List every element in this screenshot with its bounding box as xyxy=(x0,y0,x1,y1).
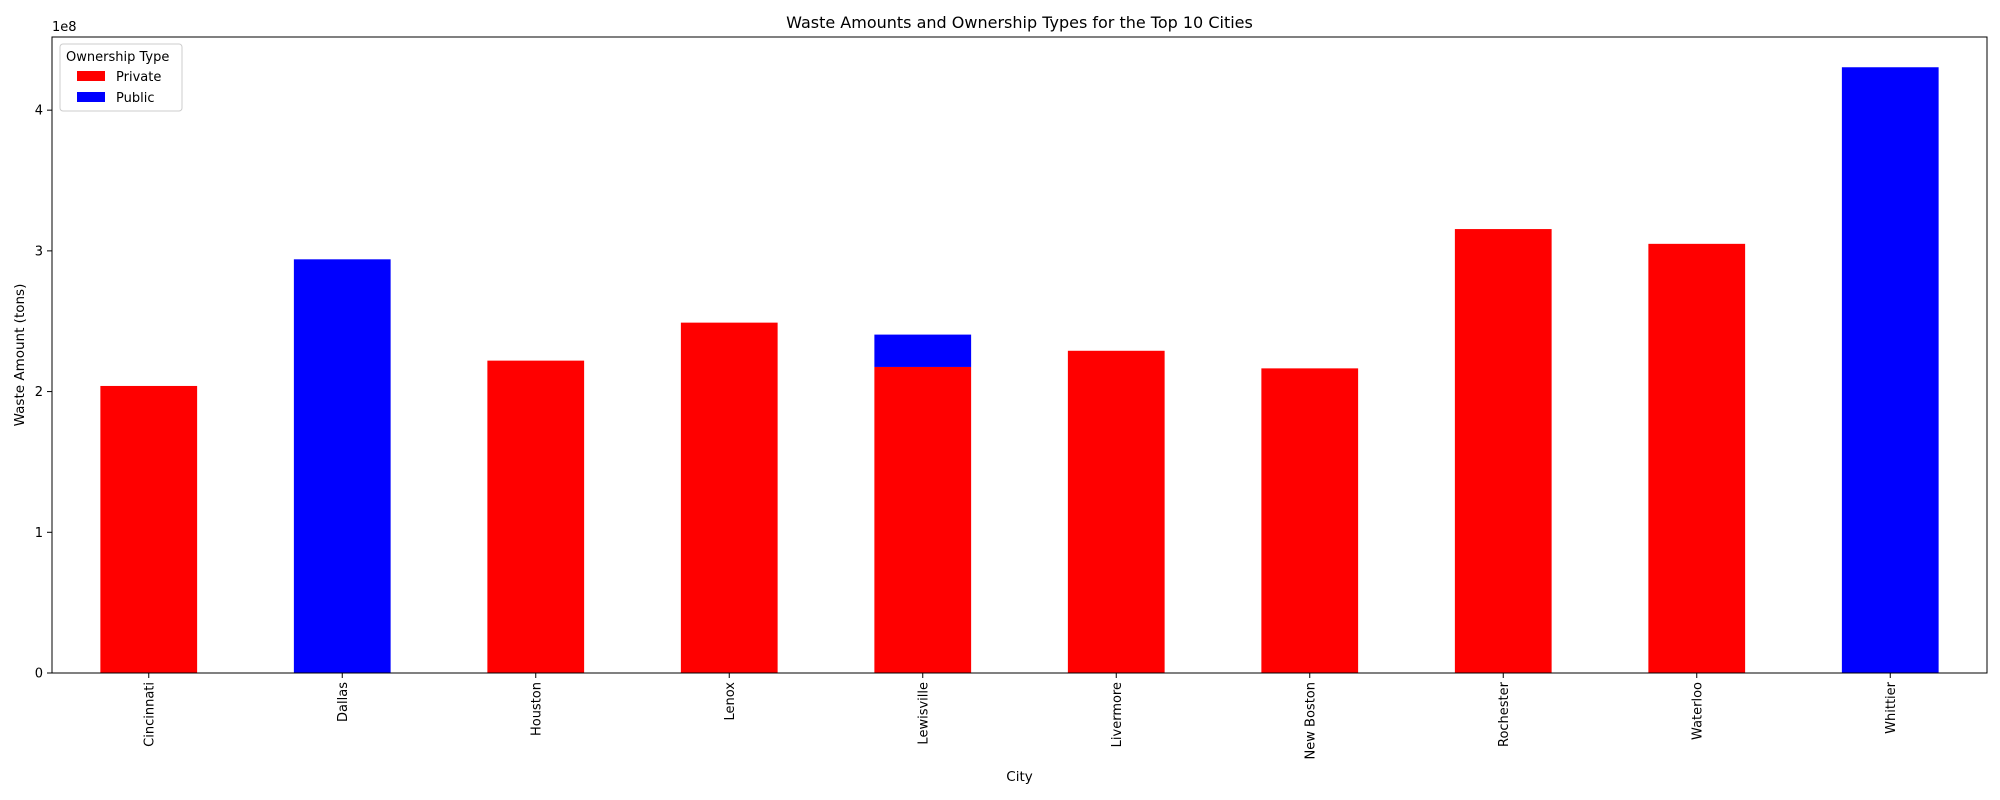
y-tick-label: 1 xyxy=(35,526,43,541)
bars xyxy=(100,67,1939,674)
bar-private-new-boston xyxy=(1261,368,1359,673)
y-tick-label: 2 xyxy=(35,385,43,400)
x-tick-label: Houston xyxy=(529,682,544,736)
x-tick-label: New Boston xyxy=(1303,682,1318,759)
x-tick-label: Dallas xyxy=(336,682,351,722)
x-tick-label: Lenox xyxy=(723,682,738,721)
bar-private-livermore xyxy=(1067,350,1165,673)
bar-private-houston xyxy=(487,360,585,673)
bar-private-cincinnati xyxy=(100,385,198,673)
bar-private-rochester xyxy=(1454,229,1552,673)
legend-label-public: Public xyxy=(116,91,154,106)
bar-public-dallas xyxy=(293,259,391,673)
legend-label-private: Private xyxy=(116,70,161,85)
bar-public-lewisville xyxy=(874,334,972,367)
x-tick-label: Cincinnati xyxy=(142,682,157,747)
x-tick-label: Lewisville xyxy=(916,682,931,745)
legend-title: Ownership Type xyxy=(66,50,169,65)
y-axis: 0 1 2 3 4 xyxy=(35,104,52,682)
y-tick-label: 3 xyxy=(35,244,43,259)
chart-title: Waste Amounts and Ownership Types for th… xyxy=(786,13,1253,32)
legend-items: Private Public xyxy=(77,70,161,106)
legend: Ownership Type Private Public xyxy=(59,43,183,112)
x-tick-label: Waterloo xyxy=(1690,682,1705,740)
x-axis: Cincinnati Dallas Houston Lenox Lewisville Li… xyxy=(142,673,1899,759)
x-tick-label: Livermore xyxy=(1110,682,1125,747)
x-tick-label: Whittier xyxy=(1884,681,1899,734)
bar-private-lenox xyxy=(680,322,778,673)
y-axis-offset-label: 1e8 xyxy=(52,20,77,35)
y-tick-label: 0 xyxy=(35,667,43,682)
y-axis-label: Waste Amount (tons) xyxy=(12,284,28,427)
x-tick-label: Rochester xyxy=(1497,681,1512,747)
x-axis-label: City xyxy=(1006,769,1032,785)
legend-swatch-public xyxy=(77,92,105,102)
bar-public-whittier xyxy=(1841,67,1939,674)
y-tick-label: 4 xyxy=(35,104,43,119)
plot-frame xyxy=(51,36,1988,674)
legend-swatch-private xyxy=(77,71,105,81)
bar-private-lewisville xyxy=(874,366,972,673)
bar-private-waterloo xyxy=(1648,243,1746,674)
